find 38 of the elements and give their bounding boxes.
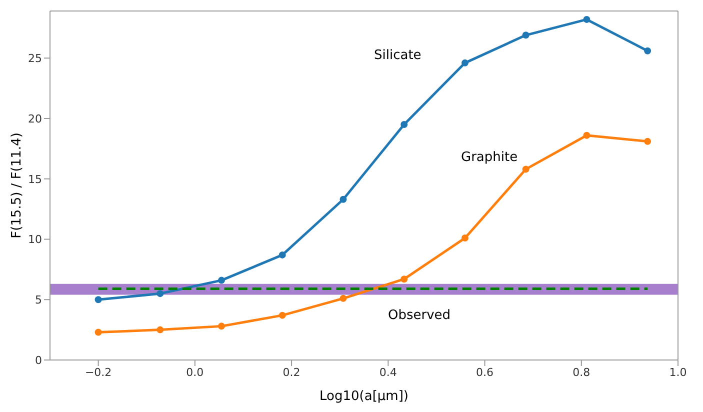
y-tick-label: 15 bbox=[28, 172, 42, 186]
point bbox=[522, 32, 530, 39]
point bbox=[340, 294, 347, 302]
y-tick-label: 5 bbox=[35, 294, 42, 307]
point bbox=[583, 132, 590, 139]
x-tick-label: 0.0 bbox=[186, 366, 204, 379]
x-tick-label: −0.2 bbox=[84, 366, 112, 379]
point bbox=[278, 251, 286, 258]
point bbox=[461, 234, 468, 242]
point bbox=[94, 328, 102, 336]
point bbox=[583, 16, 590, 23]
x-tick-label: 0.8 bbox=[572, 366, 590, 379]
y-tick-label: 10 bbox=[28, 233, 42, 246]
point bbox=[522, 166, 530, 173]
annotation: Observed bbox=[388, 308, 451, 323]
y-tick-label: 25 bbox=[28, 52, 42, 65]
point bbox=[218, 322, 225, 330]
y-tick-label: 0 bbox=[35, 354, 42, 367]
annotation: Graphite bbox=[461, 150, 518, 165]
point bbox=[156, 290, 164, 298]
point bbox=[461, 59, 468, 66]
point bbox=[400, 121, 408, 128]
y-axis-title: F(15.5) / F(11.4) bbox=[10, 132, 25, 238]
x-tick-label: 0.6 bbox=[476, 366, 494, 379]
point bbox=[94, 296, 102, 304]
y-tick-label: 20 bbox=[28, 112, 42, 126]
point bbox=[644, 138, 652, 145]
annotation: Silicate bbox=[374, 48, 422, 63]
x-tick-label: 1.0 bbox=[669, 366, 687, 379]
point bbox=[400, 276, 408, 283]
x-tick-label: 0.2 bbox=[282, 366, 300, 379]
point bbox=[156, 326, 164, 334]
point bbox=[340, 196, 347, 203]
point bbox=[644, 47, 652, 54]
x-tick-label: 0.4 bbox=[379, 366, 397, 379]
point bbox=[278, 312, 286, 319]
point bbox=[218, 276, 225, 284]
x-axis-title: Log10(a[μm]) bbox=[320, 389, 408, 404]
